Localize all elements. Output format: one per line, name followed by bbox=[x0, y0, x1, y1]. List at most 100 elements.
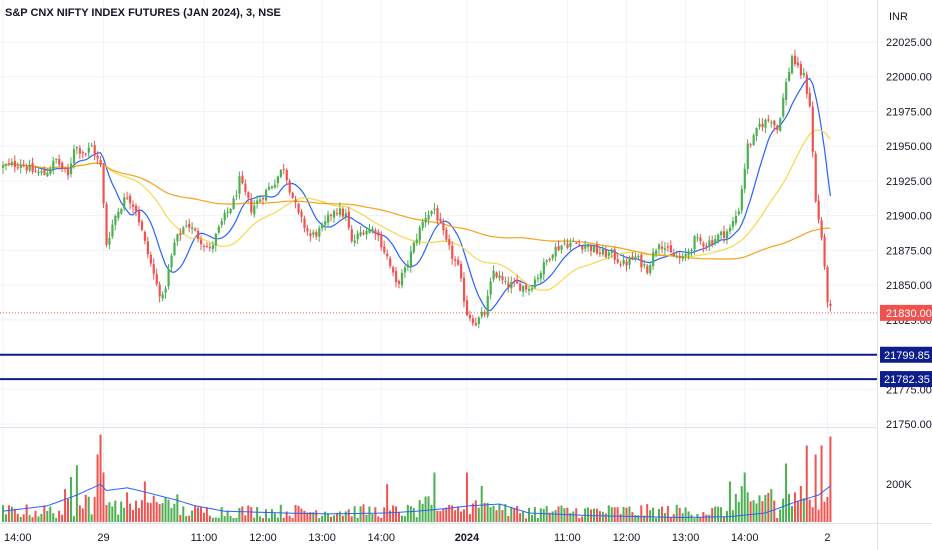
candle-body[interactable] bbox=[214, 233, 217, 246]
candle-body[interactable] bbox=[587, 244, 590, 248]
candle-body[interactable] bbox=[427, 214, 430, 220]
candle-body[interactable] bbox=[19, 164, 22, 168]
candle-body[interactable] bbox=[578, 244, 581, 246]
candle-body[interactable] bbox=[149, 254, 152, 264]
candle-body[interactable] bbox=[356, 233, 359, 240]
candle-body[interactable] bbox=[767, 119, 770, 121]
candle-body[interactable] bbox=[55, 158, 58, 160]
candle-body[interactable] bbox=[628, 257, 631, 265]
candle-body[interactable] bbox=[513, 281, 516, 283]
candle-body[interactable] bbox=[569, 242, 572, 247]
candle-body[interactable] bbox=[655, 250, 658, 254]
candle-body[interactable] bbox=[412, 242, 415, 253]
candle-body[interactable] bbox=[229, 209, 232, 213]
candle-body[interactable] bbox=[779, 118, 782, 131]
candle-body[interactable] bbox=[652, 252, 655, 267]
candle-body[interactable] bbox=[368, 229, 371, 233]
candle-body[interactable] bbox=[191, 227, 194, 230]
candle-body[interactable] bbox=[773, 120, 776, 126]
candle-body[interactable] bbox=[755, 128, 758, 137]
candle-body[interactable] bbox=[197, 231, 200, 239]
candle-body[interactable] bbox=[548, 258, 551, 261]
candle-body[interactable] bbox=[176, 234, 179, 242]
candle-body[interactable] bbox=[279, 169, 282, 177]
candle-body[interactable] bbox=[81, 152, 84, 154]
candle-body[interactable] bbox=[684, 254, 687, 256]
candle-body[interactable] bbox=[75, 147, 79, 149]
candle-body[interactable] bbox=[643, 264, 646, 266]
candle-body[interactable] bbox=[285, 170, 288, 181]
candle-body[interactable] bbox=[483, 312, 486, 315]
candle-body[interactable] bbox=[226, 211, 229, 213]
candle-body[interactable] bbox=[10, 162, 14, 165]
candle-body[interactable] bbox=[321, 225, 324, 229]
candle-body[interactable] bbox=[303, 218, 306, 228]
candle-body[interactable] bbox=[164, 288, 167, 293]
candle-body[interactable] bbox=[386, 253, 389, 257]
candle-body[interactable] bbox=[728, 227, 732, 232]
candle-body[interactable] bbox=[4, 164, 8, 166]
candle-body[interactable] bbox=[501, 276, 504, 281]
candle-body[interactable] bbox=[533, 279, 537, 288]
candle-body[interactable] bbox=[46, 172, 49, 177]
candle-body[interactable] bbox=[90, 145, 93, 147]
candle-body[interactable] bbox=[146, 241, 149, 255]
candle-body[interactable] bbox=[253, 205, 256, 215]
candle-body[interactable] bbox=[67, 169, 70, 176]
candle-body[interactable] bbox=[619, 264, 622, 266]
candle-body[interactable] bbox=[486, 295, 489, 317]
candle-body[interactable] bbox=[542, 262, 545, 275]
candle-body[interactable] bbox=[155, 274, 158, 284]
candle-body[interactable] bbox=[25, 166, 28, 171]
candle-body[interactable] bbox=[758, 124, 761, 127]
candle-body[interactable] bbox=[288, 181, 291, 193]
candle-body[interactable] bbox=[581, 246, 584, 250]
candle-body[interactable] bbox=[220, 220, 223, 225]
candle-body[interactable] bbox=[383, 246, 386, 253]
candle-body[interactable] bbox=[492, 270, 495, 280]
candle-body[interactable] bbox=[530, 288, 534, 291]
candle-body[interactable] bbox=[96, 155, 99, 159]
candle-body[interactable] bbox=[87, 147, 90, 153]
candle-body[interactable] bbox=[64, 168, 67, 170]
candle-body[interactable] bbox=[202, 246, 206, 248]
candle-body[interactable] bbox=[595, 243, 599, 254]
candle-body[interactable] bbox=[554, 246, 557, 257]
candle-body[interactable] bbox=[309, 233, 312, 237]
currency-label[interactable]: INR bbox=[889, 11, 908, 23]
candle-body[interactable] bbox=[451, 245, 454, 259]
candle-body[interactable] bbox=[764, 119, 767, 128]
candle-body[interactable] bbox=[34, 170, 37, 172]
candle-body[interactable] bbox=[666, 246, 670, 248]
candle-body[interactable] bbox=[318, 228, 321, 237]
candle-body[interactable] bbox=[99, 159, 102, 166]
candle-body[interactable] bbox=[223, 212, 226, 221]
candle-body[interactable] bbox=[371, 228, 374, 232]
candle-body[interactable] bbox=[84, 153, 87, 155]
candle-body[interactable] bbox=[720, 231, 723, 235]
candle-body[interactable] bbox=[823, 236, 826, 267]
candle-body[interactable] bbox=[770, 122, 773, 124]
candle-body[interactable] bbox=[185, 225, 188, 227]
candle-body[interactable] bbox=[740, 189, 743, 211]
candle-body[interactable] bbox=[52, 160, 55, 170]
candle-body[interactable] bbox=[776, 125, 779, 131]
candle-body[interactable] bbox=[805, 74, 808, 94]
candle-body[interactable] bbox=[507, 282, 510, 288]
candle-body[interactable] bbox=[799, 64, 803, 76]
candle-body[interactable] bbox=[610, 249, 613, 253]
candle-body[interactable] bbox=[708, 240, 711, 247]
candle-body[interactable] bbox=[235, 195, 238, 197]
candle-body[interactable] bbox=[276, 176, 280, 184]
candle-body[interactable] bbox=[590, 245, 593, 252]
candle-body[interactable] bbox=[814, 153, 817, 202]
candle-body[interactable] bbox=[205, 245, 209, 247]
candle-body[interactable] bbox=[625, 261, 628, 266]
candle-body[interactable] bbox=[557, 246, 560, 251]
candle-body[interactable] bbox=[108, 237, 111, 245]
candle-body[interactable] bbox=[350, 229, 353, 242]
candle-body[interactable] bbox=[389, 258, 392, 267]
candle-body[interactable] bbox=[498, 275, 501, 279]
candle-body[interactable] bbox=[737, 211, 740, 215]
